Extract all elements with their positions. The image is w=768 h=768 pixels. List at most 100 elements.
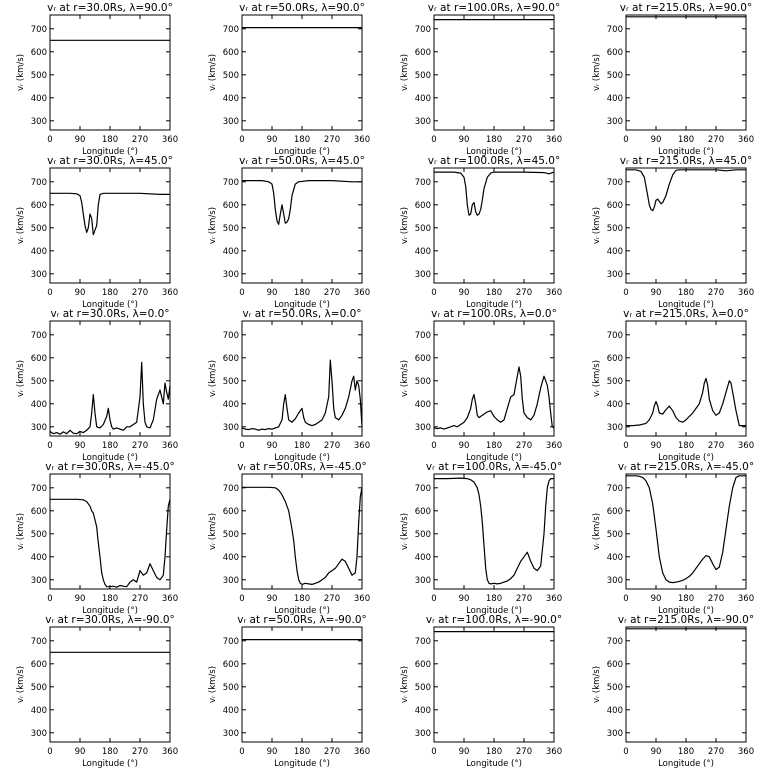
x-tick-label: 270 xyxy=(324,288,340,298)
x-tick-label: 360 xyxy=(354,441,370,451)
series-line xyxy=(50,498,171,588)
plot-frame xyxy=(625,473,747,590)
series-line xyxy=(626,169,746,212)
x-tick-label: 270 xyxy=(516,747,532,757)
panel-2: vᵣ at r=50.0Rs, λ=90.0° 0 90 180 270 360 300 40… xyxy=(208,2,370,157)
y-axis-label: vᵣ (km/s) xyxy=(16,207,26,244)
x-tick-label: 90 xyxy=(459,747,470,757)
y-tick-label: 400 xyxy=(415,553,431,563)
plot-frame xyxy=(241,473,363,590)
y-tick-label: 500 xyxy=(415,377,431,387)
x-tick-label: 180 xyxy=(294,594,310,604)
x-axis-label: Longitude (°) xyxy=(466,606,522,616)
panel-7: vᵣ at r=100.0Rs, λ=45.0° 0 90 180 270 360 300 4… xyxy=(400,155,562,310)
x-tick-label: 270 xyxy=(324,441,340,451)
x-tick-label: 270 xyxy=(516,441,532,451)
x-axis-label: Longitude (°) xyxy=(466,147,522,157)
y-tick-label: 600 xyxy=(607,354,623,364)
y-tick-label: 600 xyxy=(223,354,239,364)
x-axis-label: Longitude (°) xyxy=(274,606,330,616)
y-tick-label: 600 xyxy=(31,48,47,58)
y-tick-label: 500 xyxy=(223,71,239,81)
panel-11: vᵣ at r=100.0Rs, λ=0.0° 0 90 180 270 360 300 40… xyxy=(400,308,562,463)
y-tick-label: 500 xyxy=(223,530,239,540)
plot-frame xyxy=(433,14,555,131)
y-tick-label: 500 xyxy=(223,377,239,387)
x-tick-label: 270 xyxy=(708,747,724,757)
x-tick-label: 180 xyxy=(678,594,694,604)
x-tick-label: 0 xyxy=(239,288,244,298)
y-tick-label: 300 xyxy=(415,729,431,739)
y-tick-label: 400 xyxy=(607,400,623,410)
x-tick-label: 90 xyxy=(651,441,662,451)
panel-14: vᵣ at r=50.0Rs, λ=-45.0° 0 90 180 270 360 300 4… xyxy=(208,461,370,616)
plot-frame xyxy=(433,473,555,590)
x-tick-label: 180 xyxy=(294,135,310,145)
y-axis-label: vᵣ (km/s) xyxy=(400,207,410,244)
y-tick-label: 300 xyxy=(607,423,623,433)
y-tick-label: 300 xyxy=(415,576,431,586)
y-tick-label: 700 xyxy=(223,637,239,647)
x-tick-label: 180 xyxy=(294,747,310,757)
x-tick-label: 360 xyxy=(738,594,754,604)
y-tick-label: 300 xyxy=(31,729,47,739)
x-tick-label: 180 xyxy=(678,747,694,757)
series-line xyxy=(242,180,362,225)
y-tick-label: 300 xyxy=(223,729,239,739)
panel-13: vᵣ at r=30.0Rs, λ=-45.0° 0 90 180 270 360 300 4… xyxy=(16,461,178,616)
y-tick-label: 400 xyxy=(31,400,47,410)
panel-4: vᵣ at r=215.0Rs, λ=90.0° 0 90 180 270 360 300 4… xyxy=(592,2,754,157)
panel-10: vᵣ at r=50.0Rs, λ=0.0° 0 90 180 270 360 300 400… xyxy=(208,308,370,463)
x-tick-label: 180 xyxy=(102,135,118,145)
y-tick-label: 700 xyxy=(415,637,431,647)
y-tick-label: 600 xyxy=(607,507,623,517)
panel-title: vᵣ at r=215.0Rs, λ=0.0° xyxy=(623,308,749,320)
y-tick-label: 300 xyxy=(31,576,47,586)
x-axis-label: Longitude (°) xyxy=(466,300,522,310)
y-axis-label: vᵣ (km/s) xyxy=(400,360,410,397)
y-tick-label: 300 xyxy=(415,270,431,280)
y-tick-label: 700 xyxy=(607,637,623,647)
x-axis-label: Longitude (°) xyxy=(658,453,714,463)
x-axis-label: Longitude (°) xyxy=(82,606,138,616)
panel-title: vᵣ at r=30.0Rs, λ=-90.0° xyxy=(45,614,175,626)
panel-16: vᵣ at r=215.0Rs, λ=-45.0° 0 90 180 270 360 300… xyxy=(592,461,754,616)
y-tick-label: 300 xyxy=(607,117,623,127)
plot-frame xyxy=(433,167,555,284)
x-tick-label: 90 xyxy=(459,594,470,604)
y-axis-label: vᵣ (km/s) xyxy=(400,666,410,703)
x-tick-label: 90 xyxy=(267,288,278,298)
x-tick-label: 180 xyxy=(294,288,310,298)
y-tick-label: 500 xyxy=(31,683,47,693)
x-axis-label: Longitude (°) xyxy=(274,300,330,310)
series-line xyxy=(242,486,363,586)
x-tick-label: 180 xyxy=(486,594,502,604)
x-tick-label: 180 xyxy=(102,288,118,298)
y-tick-label: 400 xyxy=(607,706,623,716)
x-tick-label: 90 xyxy=(651,747,662,757)
panel-title: vᵣ at r=100.0Rs, λ=0.0° xyxy=(431,308,557,320)
x-tick-label: 90 xyxy=(267,135,278,145)
panel-title: vᵣ at r=30.0Rs, λ=-45.0° xyxy=(45,461,175,473)
panel-title: vᵣ at r=100.0Rs, λ=90.0° xyxy=(428,2,560,14)
x-tick-label: 90 xyxy=(651,288,662,298)
y-tick-label: 300 xyxy=(223,423,239,433)
panel-17: vᵣ at r=30.0Rs, λ=-90.0° 0 90 180 270 360 300 4… xyxy=(16,614,178,768)
x-axis-label: Longitude (°) xyxy=(658,606,714,616)
x-axis-label: Longitude (°) xyxy=(82,453,138,463)
y-axis-label: vᵣ (km/s) xyxy=(16,666,26,703)
y-tick-label: 700 xyxy=(607,331,623,341)
y-tick-label: 600 xyxy=(415,354,431,364)
y-tick-label: 700 xyxy=(31,637,47,647)
y-tick-label: 600 xyxy=(31,660,47,670)
series-line xyxy=(241,359,363,431)
series-line xyxy=(49,361,171,435)
x-tick-label: 180 xyxy=(486,135,502,145)
x-tick-label: 0 xyxy=(431,135,436,145)
y-axis-label: vᵣ (km/s) xyxy=(592,207,602,244)
plot-frame xyxy=(241,167,363,284)
x-tick-label: 270 xyxy=(132,135,148,145)
x-axis-label: Longitude (°) xyxy=(82,759,138,768)
y-tick-label: 600 xyxy=(607,660,623,670)
